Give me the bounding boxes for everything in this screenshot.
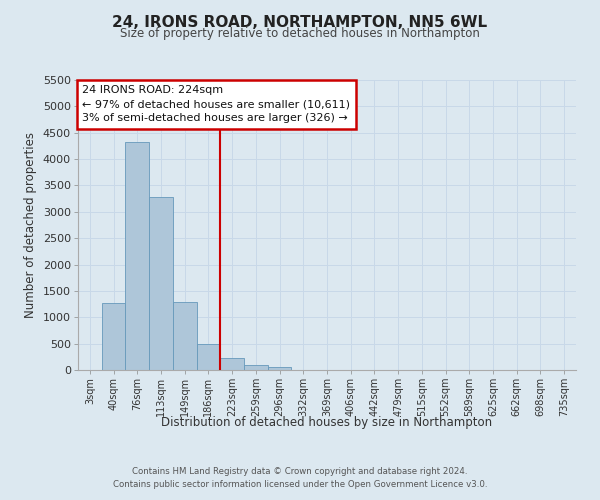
Text: Contains public sector information licensed under the Open Government Licence v3: Contains public sector information licen… bbox=[113, 480, 487, 489]
Bar bbox=[125, 142, 149, 370]
Text: Size of property relative to detached houses in Northampton: Size of property relative to detached ho… bbox=[120, 28, 480, 40]
Text: Distribution of detached houses by size in Northampton: Distribution of detached houses by size … bbox=[161, 416, 493, 429]
Text: 24 IRONS ROAD: 224sqm
← 97% of detached houses are smaller (10,611)
3% of semi-d: 24 IRONS ROAD: 224sqm ← 97% of detached … bbox=[82, 86, 350, 124]
Text: 24, IRONS ROAD, NORTHAMPTON, NN5 6WL: 24, IRONS ROAD, NORTHAMPTON, NN5 6WL bbox=[112, 15, 488, 30]
Bar bbox=[149, 196, 173, 370]
Bar bbox=[244, 365, 268, 370]
Bar bbox=[268, 368, 292, 370]
Bar bbox=[197, 344, 220, 370]
Bar bbox=[102, 303, 125, 370]
Y-axis label: Number of detached properties: Number of detached properties bbox=[25, 132, 37, 318]
Bar bbox=[220, 358, 244, 370]
Text: Contains HM Land Registry data © Crown copyright and database right 2024.: Contains HM Land Registry data © Crown c… bbox=[132, 467, 468, 476]
Bar bbox=[173, 302, 197, 370]
